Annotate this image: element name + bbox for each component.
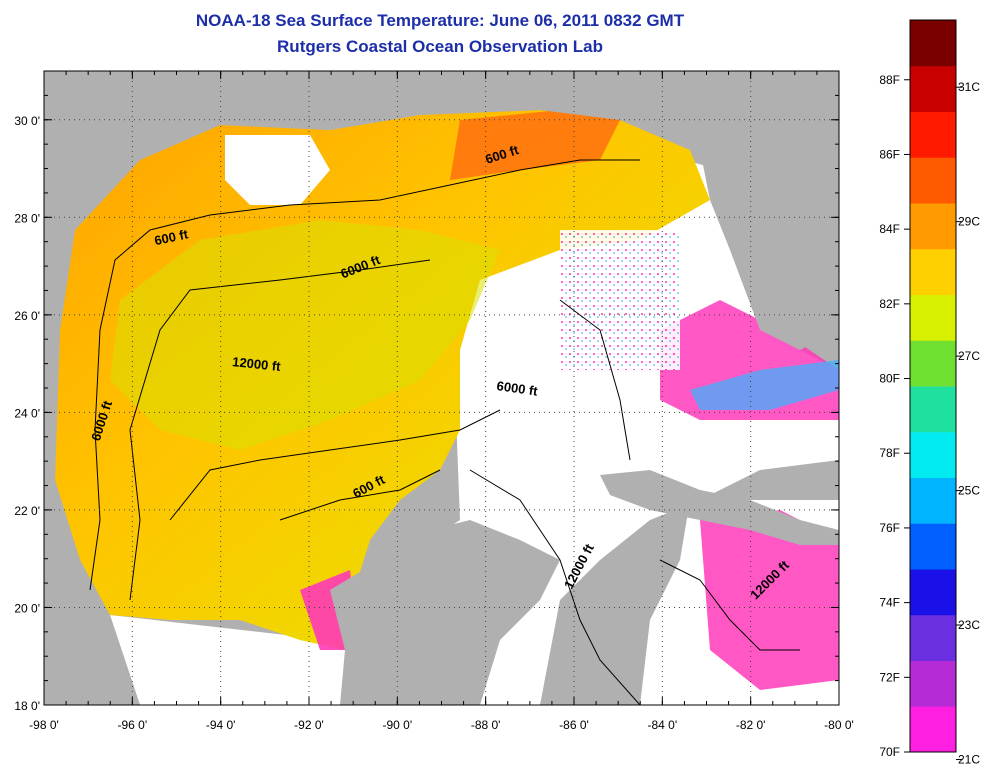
c-label: 21C	[958, 752, 980, 766]
cuba-land	[600, 470, 839, 545]
color-scale-segment	[910, 203, 956, 250]
f-label: 70F	[879, 745, 900, 759]
c-label: 31C	[958, 80, 980, 94]
lat-tick-label: 18 0'	[14, 699, 40, 713]
lon-tick-label: -88 0'	[471, 718, 501, 732]
f-label: 82F	[879, 297, 900, 311]
color-scale-segment	[910, 614, 956, 661]
c-label: 27C	[958, 349, 980, 363]
lon-tick-label: -98 0'	[29, 718, 59, 732]
lat-tick-label: 26 0'	[14, 309, 40, 323]
lon-tick-label: -82 0'	[736, 718, 766, 732]
color-scale-segment	[910, 660, 956, 707]
lon-tick-label: -92 0'	[294, 718, 324, 732]
contour-label: 6000 ft	[496, 378, 540, 399]
mid-gulf-band	[110, 220, 500, 450]
color-scale-segment	[910, 431, 956, 478]
lon-tick-label: -86 0'	[559, 718, 589, 732]
yucatan-land	[330, 520, 560, 705]
color-scale-frame	[909, 19, 957, 753]
map-subtitle: Rutgers Coastal Ocean Observation Lab	[277, 37, 603, 56]
map-titles: NOAA-18 Sea Surface Temperature: June 06…	[0, 8, 880, 60]
color-scale-labels: 88F 86F 84F 82F 80F 78F 76F 74F 72F 70F 31C 29C 27C 2…	[879, 73, 980, 767]
lon-tick-label: -90 0'	[383, 718, 413, 732]
color-scale-segment	[910, 65, 956, 112]
map-title: NOAA-18 Sea Surface Temperature: June 06…	[195, 11, 685, 30]
color-scale-segment	[910, 294, 956, 341]
color-scale-segment	[910, 248, 956, 295]
f-label: 88F	[879, 73, 900, 87]
contour-label: 12000 ft	[232, 354, 282, 374]
lat-tick-label: 20 0'	[14, 601, 40, 615]
lat-tick-label: 28 0'	[14, 211, 40, 225]
cool-streak	[690, 360, 839, 410]
northern-shelf-warm	[450, 110, 620, 180]
c-label: 25C	[958, 484, 980, 498]
axis-ticks: -98 0' -96 0' -94 0' -92 0' -90 0' -88 0' -86 …	[14, 70, 854, 732]
florida-land	[700, 80, 839, 350]
lon-tick-label: -96 0'	[118, 718, 148, 732]
f-label: 84F	[879, 222, 900, 236]
color-scale-segment	[910, 386, 956, 433]
coast-land	[44, 71, 700, 705]
lat-tick-label: 22 0'	[14, 504, 40, 518]
cool-patch-caribbean	[700, 510, 839, 690]
lat-tick-label: 30 0'	[14, 114, 40, 128]
color-scale-segment	[910, 706, 956, 753]
color-scale-segment	[910, 20, 956, 67]
lat-lon-grid	[44, 71, 839, 705]
c-label: 23C	[958, 618, 980, 632]
f-label: 86F	[879, 147, 900, 161]
lon-tick-label: -94 0'	[206, 718, 236, 732]
f-label: 72F	[879, 670, 900, 684]
inland-white	[225, 135, 330, 205]
f-label: 74F	[879, 596, 900, 610]
color-scale-segment	[910, 157, 956, 204]
lon-tick-label: -84 0'	[648, 718, 678, 732]
f-label: 76F	[879, 521, 900, 535]
color-scale-segment	[910, 477, 956, 524]
color-scale-segment	[910, 569, 956, 616]
campeche-bank	[110, 615, 330, 705]
lat-tick-label: 24 0'	[14, 406, 40, 420]
c-label: 29C	[958, 215, 980, 229]
color-scale-segment	[910, 340, 956, 387]
lon-tick-label: -80 0'	[824, 718, 854, 732]
contour-label: 600 ft	[153, 226, 190, 248]
color-scale-bar	[909, 19, 957, 753]
cloud-speckle	[560, 230, 680, 370]
map-area	[44, 71, 839, 705]
f-label: 80F	[879, 372, 900, 386]
color-scale-segment	[910, 523, 956, 570]
f-label: 78F	[879, 446, 900, 460]
color-scale-segment	[910, 111, 956, 158]
